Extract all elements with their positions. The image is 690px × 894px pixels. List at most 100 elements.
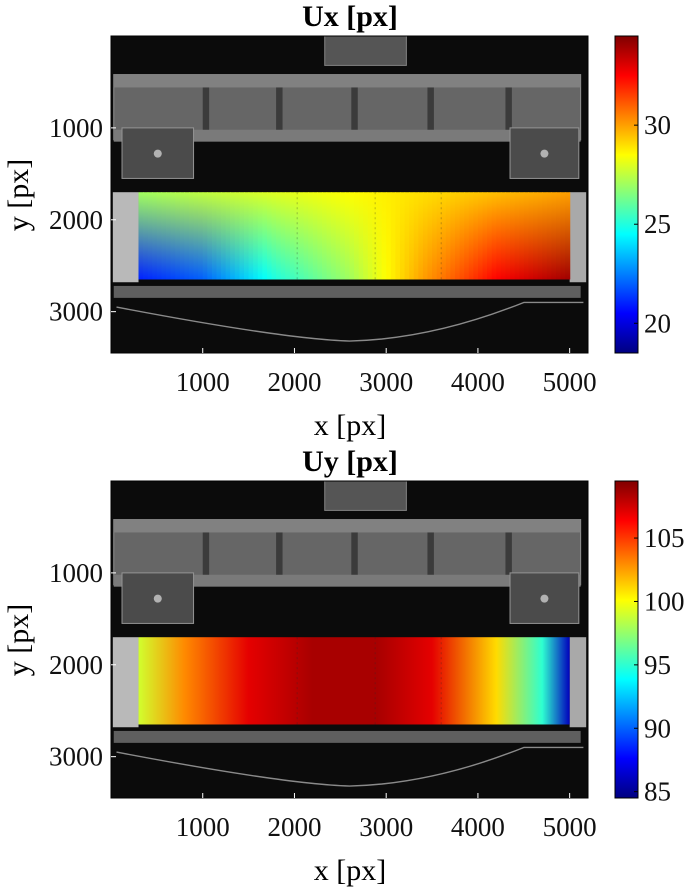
y-tick-label: 1000 [49, 558, 103, 588]
field-column [312, 192, 318, 280]
field-column [510, 192, 516, 280]
field-column [303, 192, 309, 280]
field-column [331, 192, 337, 280]
x-axis-label: x [px] [314, 409, 386, 442]
axes-frame [110, 35, 589, 354]
loading-beam [113, 35, 582, 179]
field-column [390, 192, 396, 280]
beam-stiffener [427, 532, 434, 575]
field-column [473, 192, 479, 280]
beam-stiffener [351, 532, 358, 575]
field-column [198, 192, 204, 280]
lower-plate [113, 285, 581, 298]
field-column [234, 192, 241, 280]
field-column [152, 192, 158, 280]
field-column [321, 192, 328, 280]
field-column [276, 192, 282, 280]
field-column [221, 192, 227, 280]
field-column [161, 192, 167, 280]
field-column [395, 192, 401, 280]
beam-top-flange [113, 519, 581, 533]
field-column [207, 192, 213, 280]
ux-chart-svg: Ux [px] x [px] y [px] 1000 2000 3000 4000 50… [2, 0, 671, 442]
beam-top-block [324, 480, 407, 511]
field-column [555, 192, 562, 280]
y-tick-label: 3000 [49, 742, 103, 772]
field-column [560, 192, 566, 280]
x-axis-label: x [px] [314, 854, 386, 887]
field-column [367, 192, 374, 280]
field-column [413, 192, 419, 280]
field-column [349, 192, 355, 280]
field-column [477, 192, 484, 280]
field-column [459, 192, 465, 280]
field-column [432, 192, 438, 280]
cable-line [116, 301, 584, 342]
colorbar [614, 480, 639, 799]
field-column [188, 192, 195, 280]
chart-title: Ux [px] [302, 0, 398, 33]
field-column [147, 192, 153, 280]
field-column [253, 192, 259, 280]
field-column [170, 192, 176, 280]
x-tick-label: 3000 [359, 367, 413, 397]
field-column [381, 192, 387, 280]
beam-stiffener [351, 87, 358, 130]
beam-stiffener [505, 87, 512, 130]
x-tick-label: 3000 [359, 812, 413, 842]
field-column [193, 192, 199, 280]
field-column [266, 192, 273, 280]
field-column [225, 192, 231, 280]
field-column [289, 192, 296, 280]
field-column [422, 192, 429, 280]
field-column [308, 192, 314, 280]
field-column [436, 192, 442, 280]
colorbar-tick-label: 100 [644, 586, 685, 616]
y-tick-label: 2000 [49, 205, 103, 235]
field-column [514, 192, 520, 280]
field-column [280, 192, 286, 280]
field-column [399, 192, 406, 280]
field-column [409, 192, 415, 280]
field-column [532, 192, 539, 280]
field-column [344, 192, 351, 280]
field-column [537, 192, 543, 280]
x-tick-label: 1000 [176, 812, 230, 842]
displacement-field [138, 637, 570, 725]
loading-beam [113, 480, 582, 624]
colorbar-tick-label: 25 [644, 209, 671, 239]
y-axis-label: y [px] [2, 604, 35, 676]
uy-chart-svg: Uy [px] x [px] y [px] 1000 2000 3000 4000 50… [2, 445, 685, 887]
field-column [262, 192, 268, 280]
field-column [230, 192, 236, 280]
field-column [500, 192, 507, 280]
field-column [156, 192, 163, 280]
field-column [454, 192, 461, 280]
field-column [565, 192, 571, 280]
beam-stiffener [202, 87, 210, 130]
support-pin [153, 149, 162, 158]
chart-title: Uy [px] [302, 445, 398, 478]
y-axis-label: y [px] [2, 159, 35, 231]
support-pin [153, 594, 162, 603]
ux-displacement-plot: Ux [px] x [px] y [px] 1000 2000 3000 4000 50… [0, 0, 690, 444]
beam-stiffener [202, 532, 210, 575]
field-column [519, 192, 525, 280]
specimen-right-edge [569, 637, 587, 728]
field-column [487, 192, 493, 280]
field-column [358, 192, 364, 280]
field-column [179, 192, 185, 280]
field-column [211, 192, 218, 280]
field-column [523, 192, 529, 280]
beam-stiffener [427, 87, 434, 130]
field-column [441, 192, 447, 280]
field-column [244, 192, 250, 280]
field-column [257, 192, 263, 280]
field-column [175, 192, 181, 280]
plot-area [111, 35, 588, 353]
field-column [166, 192, 172, 280]
colorbar-tick-label: 85 [644, 777, 671, 807]
field-column [505, 192, 511, 280]
plot-area [111, 480, 588, 798]
field-column [496, 192, 502, 280]
